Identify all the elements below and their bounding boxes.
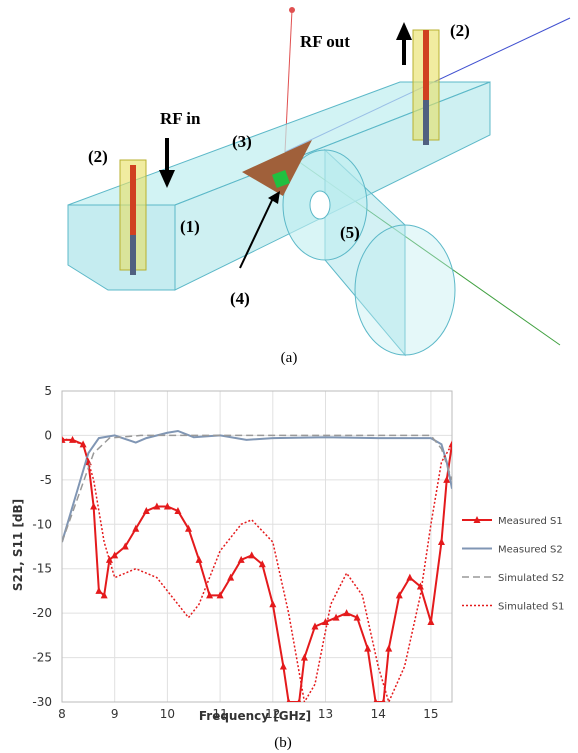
x-tick-label: 13 xyxy=(318,707,333,721)
y-tick-label: -20 xyxy=(32,606,52,620)
pin xyxy=(130,165,136,235)
z-axis-tip xyxy=(289,7,295,13)
marker xyxy=(438,538,445,545)
y-tick-label: -15 xyxy=(32,562,52,576)
y-tick-label: 0 xyxy=(44,428,52,442)
y-tick-label: -30 xyxy=(32,695,52,709)
label: RF out xyxy=(300,32,350,51)
x-tick-label: 9 xyxy=(111,707,119,721)
y-tick-label: -10 xyxy=(32,517,52,531)
pin xyxy=(423,100,429,145)
x-tick-label: 14 xyxy=(371,707,386,721)
label: (1) xyxy=(180,217,200,236)
figure: RF out RF in (2) (2) (3) (1) (5) (4) (a)… xyxy=(0,0,578,753)
legend-label: Measured S1 xyxy=(498,516,563,527)
pin xyxy=(423,30,429,100)
marker xyxy=(427,618,434,625)
plot xyxy=(59,431,456,705)
label: (2) xyxy=(88,147,108,166)
label: (4) xyxy=(230,289,250,308)
x-tick-label: 15 xyxy=(423,707,438,721)
y-tick-label: 5 xyxy=(44,384,52,398)
marker xyxy=(269,600,276,607)
label: RF in xyxy=(160,109,201,128)
arrow-head xyxy=(396,22,412,40)
marker xyxy=(449,440,456,447)
diagram: RF out RF in (2) (2) (3) (1) (5) (4) (a) xyxy=(68,7,570,366)
pin xyxy=(130,235,136,275)
marker xyxy=(95,587,102,594)
label: (3) xyxy=(232,132,252,151)
marker xyxy=(90,503,97,510)
legend-label: Simulated S2 xyxy=(498,573,564,584)
page: RF out RF in (2) (2) (3) (1) (5) (4) (a)… xyxy=(0,0,578,753)
label: (2) xyxy=(450,21,470,40)
waveguide-end xyxy=(355,225,455,355)
series-line xyxy=(62,431,452,542)
marker xyxy=(280,662,287,669)
caption: (a) xyxy=(281,350,298,366)
y-tick-label: -25 xyxy=(32,651,52,665)
y-tick-label: -5 xyxy=(40,473,52,487)
label: (5) xyxy=(340,223,360,242)
series-line xyxy=(62,440,452,702)
aperture xyxy=(310,191,330,219)
x-tick-label: 10 xyxy=(160,707,175,721)
x-tick-label: 12 xyxy=(265,707,280,721)
marker xyxy=(406,574,413,581)
series-line xyxy=(62,435,452,542)
x-tick-label: 11 xyxy=(212,707,227,721)
x-tick-label: 8 xyxy=(58,707,66,721)
marker xyxy=(364,645,371,652)
legend-label: Simulated S1 xyxy=(498,602,564,613)
caption: (b) xyxy=(274,735,292,751)
y-axis-title: S21, S11 [dB] xyxy=(11,499,25,591)
marker xyxy=(248,551,255,558)
marker xyxy=(385,645,392,652)
marker xyxy=(196,556,203,563)
legend-label: Measured S2 xyxy=(498,545,563,556)
series-line xyxy=(62,438,452,702)
